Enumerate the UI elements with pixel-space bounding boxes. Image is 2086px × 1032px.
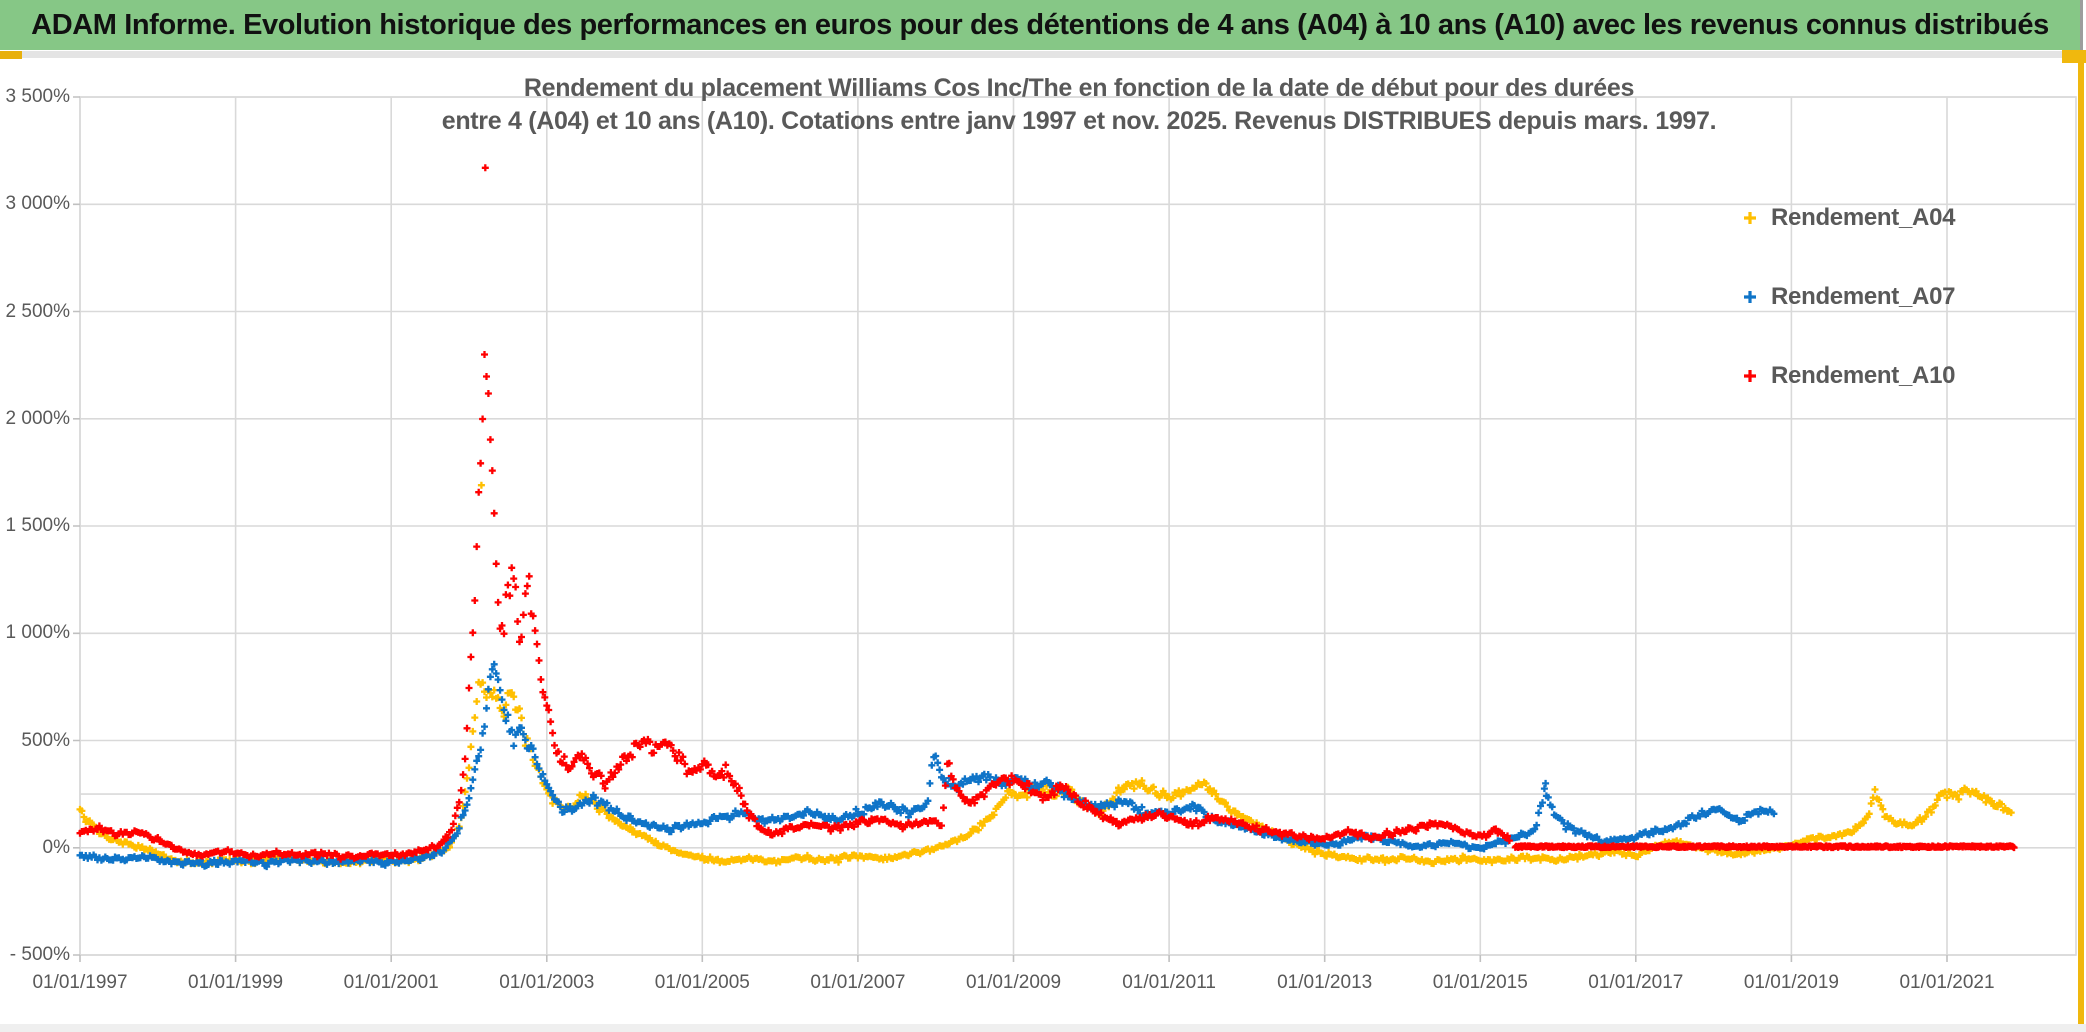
y-axis-tick-label: 3 500%: [5, 86, 70, 107]
gold-accent-left: [0, 51, 22, 59]
y-axis-tick-label: - 500%: [9, 944, 70, 965]
y-axis-tick-label: 0%: [42, 836, 70, 858]
y-axis-tick-label: 2 500%: [5, 300, 70, 322]
chart-title-line1: Rendement du placement Williams Cos Inc/…: [523, 74, 1635, 102]
header-banner: ADAM Informe. Evolution historique des p…: [0, 0, 2080, 50]
y-axis-tick-label: 1 500%: [5, 515, 70, 536]
gold-accent-right-edge: [2078, 60, 2084, 1032]
x-axis-tick-label: 01/01/1999: [188, 972, 284, 993]
x-axis-tick-label: 01/01/2019: [1743, 972, 1839, 993]
y-axis-tick-label: 500%: [21, 729, 70, 751]
chart-title-line2: entre 4 (A04) et 10 ans (A10). Cotations…: [441, 107, 1717, 135]
x-axis-tick-label: 01/01/2007: [810, 972, 906, 993]
header-title: ADAM Informe. Evolution historique des p…: [31, 8, 2049, 41]
gold-accent-top-right: [2062, 50, 2086, 63]
x-axis-tick-label: 01/01/2001: [343, 972, 439, 993]
y-axis-tick-label: 1 000%: [5, 622, 70, 644]
x-axis-tick-label: 01/01/2021: [1899, 972, 1995, 993]
x-axis-tick-label: 01/01/2015: [1432, 972, 1528, 993]
chart-canvas[interactable]: Rendement du placement Williams Cos Inc/…: [0, 58, 2078, 1024]
x-axis-tick-label: 01/01/2003: [499, 972, 595, 993]
x-axis-tick-label: 01/01/2017: [1588, 972, 1684, 993]
chart-title: Rendement du placement Williams Cos Inc/…: [442, 72, 1717, 138]
x-axis-tick-label: 01/01/2005: [654, 972, 750, 993]
x-axis-tick-label: 01/01/2011: [1122, 972, 1216, 993]
y-axis-tick-label: 3 000%: [5, 193, 70, 215]
window-divider: [0, 51, 2086, 58]
x-axis-tick-label: 01/01/2013: [1277, 972, 1373, 993]
x-axis-tick-label: 01/01/1997: [32, 972, 128, 993]
x-axis-tick-label: 01/01/2009: [965, 972, 1062, 993]
y-axis-tick-label: 2 000%: [5, 407, 70, 429]
header-end-divider: [2080, 0, 2083, 50]
bottom-edge: [0, 1024, 2086, 1032]
